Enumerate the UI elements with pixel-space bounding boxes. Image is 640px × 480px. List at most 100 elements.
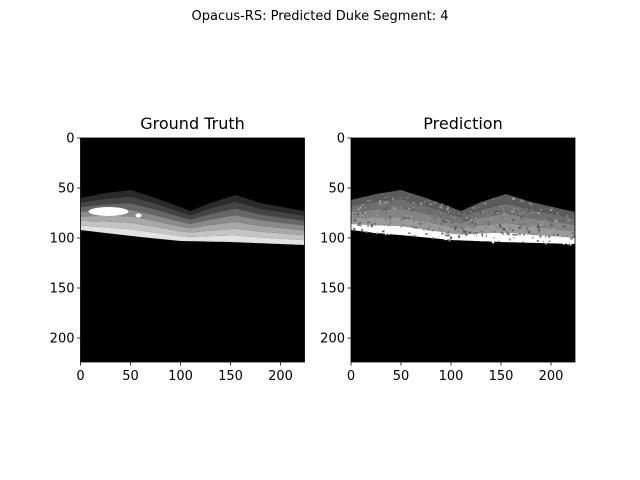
prediction-noise-speck bbox=[405, 225, 408, 227]
prediction-noise-speck bbox=[544, 215, 547, 217]
prediction-noise-speck bbox=[494, 218, 496, 221]
prediction-title: Prediction bbox=[423, 114, 502, 133]
prediction-noise-speck bbox=[529, 237, 533, 241]
prediction-image bbox=[351, 138, 575, 362]
prediction-noise-speck bbox=[524, 223, 526, 225]
prediction-noise-speck bbox=[552, 233, 555, 236]
prediction-noise-speck bbox=[466, 236, 469, 240]
prediction-noise-speck bbox=[478, 240, 482, 242]
prediction-noise-speck bbox=[375, 232, 379, 235]
prediction-noise-speck bbox=[441, 207, 444, 209]
prediction-noise-speck bbox=[410, 217, 412, 219]
prediction-noise-speck bbox=[525, 211, 528, 213]
prediction-noise-speck bbox=[461, 227, 464, 230]
prediction-noise-speck bbox=[369, 196, 371, 199]
prediction-noise-speck bbox=[368, 200, 372, 202]
prediction-noise-speck bbox=[410, 225, 414, 228]
prediction-noise-speck bbox=[351, 214, 354, 217]
prediction-noise-speck bbox=[478, 238, 482, 241]
prediction-noise-speck bbox=[569, 223, 571, 226]
prediction-noise-speck bbox=[458, 230, 461, 232]
prediction-noise-speck bbox=[506, 238, 509, 242]
prediction-noise-speck bbox=[544, 218, 547, 221]
prediction-noise-speck bbox=[387, 208, 390, 211]
prediction-noise-speck bbox=[542, 221, 545, 223]
prediction-noise-speck bbox=[508, 223, 510, 225]
prediction-x-tick-label: 100 bbox=[439, 369, 464, 384]
prediction-noise-speck bbox=[483, 202, 487, 205]
prediction-noise-speck bbox=[412, 226, 416, 229]
prediction-noise-speck bbox=[561, 212, 565, 215]
prediction-noise-speck bbox=[378, 205, 382, 207]
prediction-noise-speck bbox=[448, 211, 450, 214]
prediction-noise-speck bbox=[387, 224, 391, 227]
ground-truth-y-tick-label: 200 bbox=[50, 332, 75, 347]
prediction-noise-speck bbox=[549, 239, 552, 242]
prediction-noise-speck bbox=[410, 216, 413, 219]
prediction-noise-speck bbox=[425, 207, 427, 210]
prediction-noise-speck bbox=[362, 213, 365, 216]
prediction-noise-speck bbox=[408, 207, 411, 210]
prediction-noise-speck bbox=[359, 206, 362, 209]
prediction-noise-speck bbox=[516, 209, 519, 211]
ground-truth-fluid-region bbox=[88, 207, 129, 216]
ground-truth-x-tick-label: 50 bbox=[122, 369, 139, 384]
prediction-noise-speck bbox=[351, 210, 354, 213]
prediction-noise-speck bbox=[373, 230, 376, 234]
prediction-noise-speck bbox=[433, 215, 436, 218]
prediction-noise-speck bbox=[428, 229, 431, 231]
prediction-noise-speck bbox=[440, 204, 443, 207]
prediction-noise-speck bbox=[534, 232, 537, 234]
prediction-noise-speck bbox=[364, 218, 368, 220]
prediction-noise-speck bbox=[503, 208, 505, 210]
prediction-noise-speck bbox=[472, 207, 475, 209]
prediction-noise-speck bbox=[446, 207, 449, 210]
prediction-noise-speck bbox=[462, 227, 465, 229]
prediction-noise-speck bbox=[400, 226, 402, 228]
prediction-noise-speck bbox=[368, 212, 371, 214]
prediction-noise-speck bbox=[542, 216, 544, 218]
prediction-noise-speck bbox=[478, 206, 481, 208]
prediction-noise-speck bbox=[529, 212, 532, 214]
ground-truth-x-tick-label: 200 bbox=[268, 369, 293, 384]
prediction-noise-speck bbox=[438, 208, 441, 212]
prediction-noise-speck bbox=[354, 218, 357, 222]
prediction-noise-speck bbox=[364, 211, 366, 214]
prediction-noise-speck bbox=[522, 219, 524, 221]
prediction-noise-speck bbox=[528, 202, 532, 205]
prediction-noise-speck bbox=[474, 217, 477, 220]
prediction-noise-speck bbox=[441, 224, 443, 226]
prediction-noise-speck bbox=[468, 222, 471, 226]
prediction-noise-speck bbox=[380, 193, 384, 195]
prediction-noise-speck bbox=[399, 219, 402, 222]
ground-truth-image bbox=[80, 138, 305, 362]
prediction-noise-speck bbox=[394, 196, 396, 199]
prediction-noise-speck bbox=[399, 205, 402, 208]
prediction-noise-speck bbox=[414, 235, 417, 237]
prediction-noise-speck bbox=[528, 231, 531, 234]
prediction-noise-speck bbox=[406, 217, 409, 219]
prediction-noise-speck bbox=[466, 225, 469, 228]
prediction-noise-speck bbox=[399, 225, 402, 227]
prediction-noise-speck bbox=[409, 199, 411, 202]
prediction-noise-speck bbox=[378, 200, 382, 202]
prediction-noise-speck bbox=[417, 221, 420, 223]
prediction-noise-speck bbox=[352, 213, 355, 216]
prediction-noise-speck bbox=[521, 210, 524, 212]
prediction-noise-speck bbox=[452, 220, 454, 223]
prediction-noise-speck bbox=[488, 224, 491, 227]
prediction-noise-speck bbox=[528, 224, 531, 226]
prediction-noise-speck bbox=[482, 238, 486, 240]
prediction-noise-speck bbox=[567, 219, 570, 222]
prediction-noise-speck bbox=[551, 213, 554, 215]
ground-truth-layer-band bbox=[80, 203, 305, 226]
prediction-noise-speck bbox=[539, 235, 542, 238]
prediction-noise-speck bbox=[537, 225, 540, 227]
prediction-noise-speck bbox=[460, 219, 463, 222]
prediction-noise-speck bbox=[435, 235, 438, 237]
prediction-noise-speck bbox=[392, 205, 394, 208]
prediction-noise-speck bbox=[458, 210, 461, 213]
prediction-noise-speck bbox=[417, 205, 420, 208]
prediction-noise-speck bbox=[439, 222, 443, 225]
prediction-noise-speck bbox=[390, 200, 393, 203]
